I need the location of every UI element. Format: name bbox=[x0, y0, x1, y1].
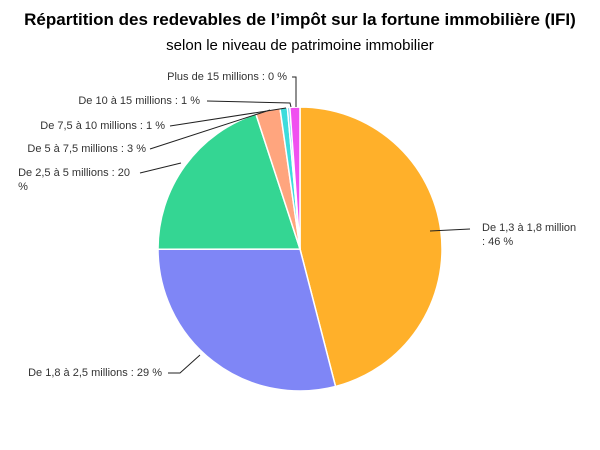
chart-subtitle: selon le niveau de patrimoine immobilier bbox=[166, 37, 434, 54]
pie-slice bbox=[289, 106, 301, 250]
leader-line bbox=[206, 100, 292, 108]
leader-line bbox=[168, 354, 201, 374]
pie-slices bbox=[157, 106, 443, 392]
leader-line bbox=[139, 162, 182, 174]
leader-line bbox=[429, 228, 471, 232]
leader-line bbox=[292, 76, 297, 107]
leader-line bbox=[149, 109, 271, 150]
pie-slice bbox=[157, 113, 302, 251]
leader-line bbox=[169, 107, 287, 127]
pie-slice bbox=[157, 248, 337, 392]
slice-label: De 7,5 à 10 millions : 1 % bbox=[40, 120, 165, 132]
leader-lines bbox=[139, 76, 471, 374]
slice-label: De 2,5 à 5 millions : 20% bbox=[18, 167, 130, 193]
slice-labels: De 1,3 à 1,8 million: 46 % De 1,8 à 2,5 m… bbox=[18, 71, 576, 379]
slice-label: Plus de 15 millions : 0 % bbox=[167, 71, 287, 83]
slice-label: De 1,8 à 2,5 millions : 29 % bbox=[28, 367, 162, 379]
slice-label: De 10 à 15 millions : 1 % bbox=[78, 95, 200, 107]
slice-label: De 1,3 à 1,8 million: 46 % bbox=[482, 222, 576, 248]
chart-title: Répartition des redevables de l’impôt su… bbox=[24, 10, 576, 29]
pie-slice bbox=[299, 106, 443, 388]
slice-label: De 5 à 7,5 millions : 3 % bbox=[27, 143, 146, 155]
